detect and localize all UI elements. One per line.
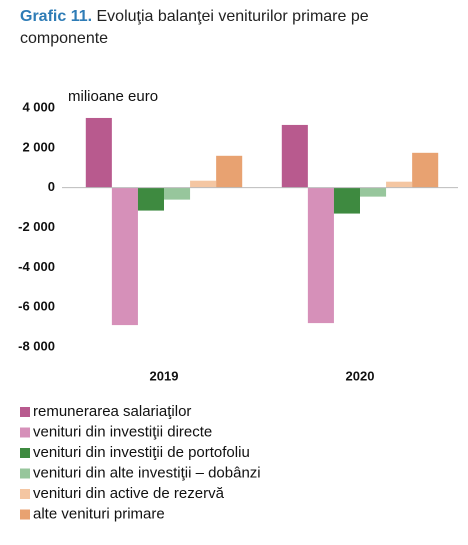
y-tick-label: -2 000 <box>18 219 55 234</box>
bar <box>164 187 191 200</box>
legend-label: alte venituri primare <box>33 505 165 522</box>
legend-label: venituri din investiţii de portofoliu <box>33 444 250 461</box>
legend-swatch <box>20 448 30 458</box>
legend-label: remunerarea salariaţilor <box>33 403 191 420</box>
y-tick-label: -4 000 <box>18 259 55 274</box>
x-tick-label: 2020 <box>346 368 375 383</box>
legend-swatch <box>20 407 30 417</box>
legend-label: venituri din active de rezervă <box>33 485 225 502</box>
legend-label: venituri din investiţii directe <box>33 423 212 440</box>
bar <box>281 124 308 188</box>
bar <box>386 181 413 188</box>
legend-swatch <box>20 509 30 520</box>
bar <box>137 187 164 211</box>
bar <box>111 187 138 326</box>
chart-title: Evoluţia balanţei veniturilor primare pe… <box>20 8 369 47</box>
bar <box>85 117 112 188</box>
legend-swatch <box>20 489 30 499</box>
bar <box>360 187 387 197</box>
y-tick-label: 4 000 <box>22 99 55 114</box>
y-tick-label: 2 000 <box>22 139 55 154</box>
y-tick-label: -6 000 <box>18 299 55 314</box>
legend-swatch <box>20 427 30 438</box>
y-tick-label: 0 <box>48 179 55 194</box>
y-tick-label: -8 000 <box>18 338 55 353</box>
y-axis-label: milioane euro <box>68 88 158 105</box>
legend-swatch <box>20 468 30 479</box>
bar <box>190 180 217 188</box>
chart-title-label: Grafic 11. <box>20 8 93 25</box>
bar <box>216 155 243 188</box>
chart-title-block: Grafic 11. Evoluţia balanţei veniturilor… <box>20 6 430 50</box>
x-tick-label: 2019 <box>150 368 179 383</box>
bar <box>412 152 439 188</box>
legend-label: venituri din alte investiţii – dobânzi <box>33 464 261 481</box>
bar <box>307 187 334 324</box>
bar <box>333 187 360 214</box>
